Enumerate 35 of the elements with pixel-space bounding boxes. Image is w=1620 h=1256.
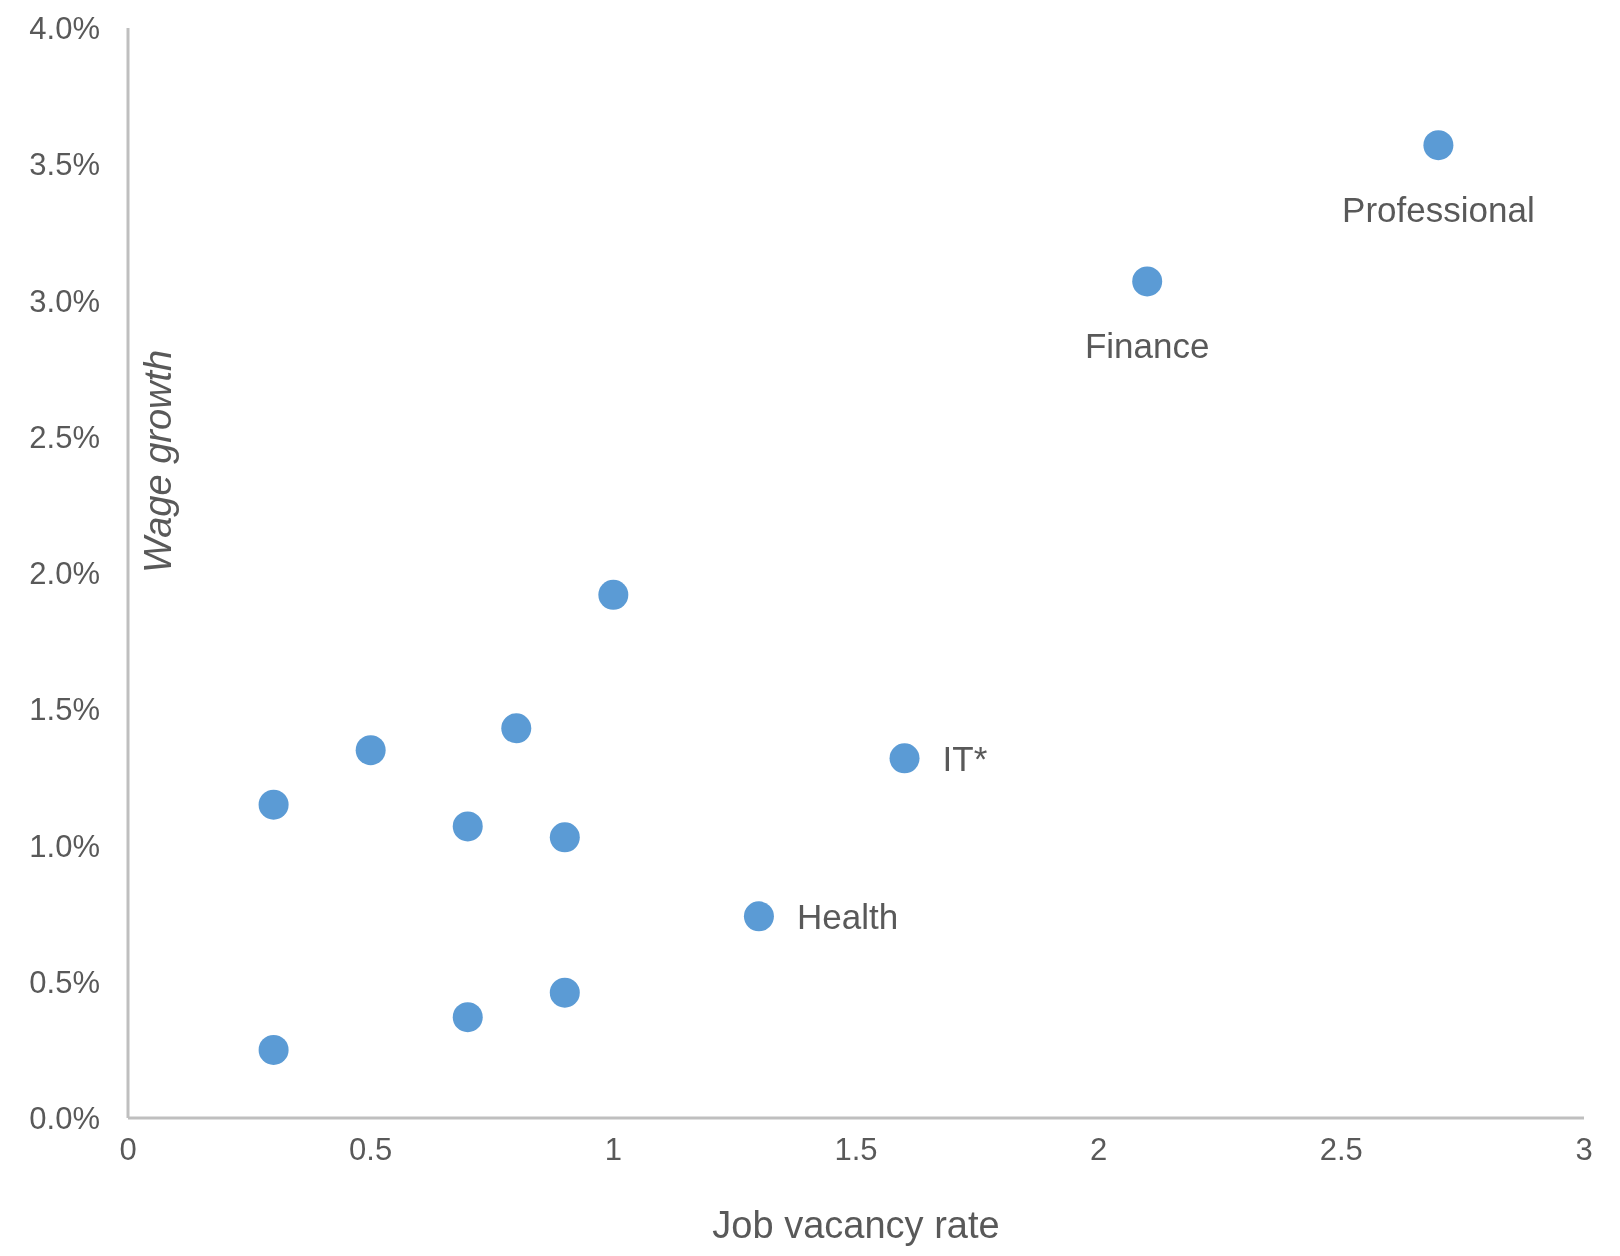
y-tick-label: 2.0% (29, 556, 100, 592)
x-tick-label: 1 (604, 1132, 622, 1168)
y-tick-label: 3.0% (29, 283, 100, 319)
point (452, 811, 483, 842)
point (258, 1034, 289, 1065)
y-tick-label: 3.5% (29, 147, 100, 183)
y-tick-label: 0.5% (29, 964, 100, 1000)
x-axis-title: Job vacancy rate (712, 1204, 1000, 1246)
point (743, 901, 774, 932)
x-tick-label: 0.5 (349, 1132, 393, 1168)
x-tick-label: 1.5 (834, 1132, 878, 1168)
x-tick-label: 0 (119, 1132, 137, 1168)
x-tick-label: 2 (1090, 1132, 1108, 1168)
y-axis-title: Wage growth (137, 349, 180, 573)
point (1423, 130, 1454, 161)
y-tick-label: 4.0% (29, 11, 100, 47)
y-tick-label: 2.5% (29, 419, 100, 455)
point (549, 977, 580, 1008)
y-tick-label: 1.0% (29, 828, 100, 864)
y-tick-label: 1.5% (29, 692, 100, 728)
annotation: Health (796, 896, 899, 936)
annotation: Finance (1084, 326, 1210, 366)
annotation: IT* (942, 738, 988, 778)
point (1132, 266, 1163, 297)
point (258, 789, 289, 820)
point (549, 822, 580, 853)
y-tick-label: 0.0% (29, 1101, 100, 1137)
x-tick-label: 3 (1575, 1132, 1593, 1168)
annotation: Professional (1342, 190, 1535, 230)
x-tick-label: 2.5 (1319, 1132, 1363, 1168)
point (452, 1002, 483, 1033)
point (889, 743, 920, 774)
point (355, 735, 386, 766)
point (501, 713, 532, 744)
point (598, 579, 629, 610)
